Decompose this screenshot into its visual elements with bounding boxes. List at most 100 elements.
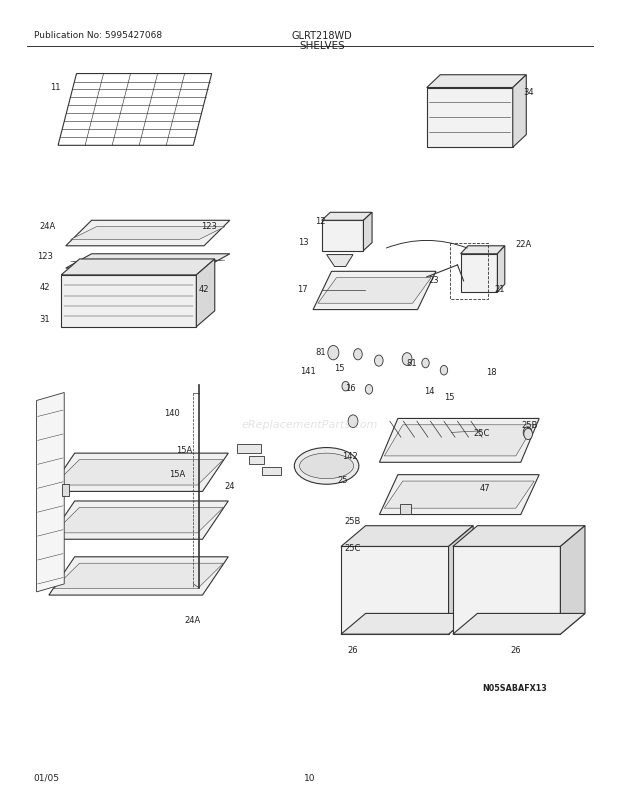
Text: eReplacementParts.com: eReplacementParts.com xyxy=(242,420,378,430)
Text: 21: 21 xyxy=(494,284,505,294)
Polygon shape xyxy=(461,246,505,254)
Polygon shape xyxy=(379,475,539,515)
Text: 25C: 25C xyxy=(345,543,361,552)
Text: 141: 141 xyxy=(299,367,316,375)
Text: 12: 12 xyxy=(315,217,326,225)
Text: 10: 10 xyxy=(304,772,316,782)
Circle shape xyxy=(365,385,373,395)
Text: 34: 34 xyxy=(523,88,533,97)
Polygon shape xyxy=(327,255,353,267)
Text: 17: 17 xyxy=(297,285,308,294)
Polygon shape xyxy=(54,508,223,533)
Polygon shape xyxy=(335,461,354,470)
Polygon shape xyxy=(61,276,197,327)
Text: 15A: 15A xyxy=(177,446,193,455)
Polygon shape xyxy=(49,557,228,595)
Polygon shape xyxy=(37,393,64,592)
Text: 123: 123 xyxy=(201,221,216,230)
Circle shape xyxy=(524,429,533,440)
Text: 24A: 24A xyxy=(39,221,55,230)
Polygon shape xyxy=(453,614,585,634)
Text: 23: 23 xyxy=(429,275,440,285)
Circle shape xyxy=(374,355,383,367)
Text: 42: 42 xyxy=(39,282,50,292)
Text: 26: 26 xyxy=(510,645,521,654)
Polygon shape xyxy=(427,88,513,148)
Ellipse shape xyxy=(299,454,353,479)
Polygon shape xyxy=(62,484,69,496)
Polygon shape xyxy=(197,260,215,327)
Text: 25C: 25C xyxy=(474,428,490,437)
Text: 26: 26 xyxy=(348,645,358,654)
Polygon shape xyxy=(341,614,473,634)
Circle shape xyxy=(422,358,429,368)
Polygon shape xyxy=(262,467,280,475)
Polygon shape xyxy=(322,213,372,221)
Polygon shape xyxy=(448,526,473,634)
Polygon shape xyxy=(427,75,526,88)
Circle shape xyxy=(440,366,448,375)
Polygon shape xyxy=(66,221,230,246)
Circle shape xyxy=(328,346,339,360)
Polygon shape xyxy=(453,547,560,634)
Text: 31: 31 xyxy=(39,314,50,323)
Polygon shape xyxy=(379,419,539,463)
Text: 42: 42 xyxy=(199,284,210,294)
Circle shape xyxy=(402,353,412,366)
Text: 13: 13 xyxy=(299,237,309,246)
Polygon shape xyxy=(54,460,223,485)
Polygon shape xyxy=(249,457,264,464)
Polygon shape xyxy=(461,254,497,293)
Text: 81: 81 xyxy=(406,358,417,367)
Polygon shape xyxy=(401,529,412,538)
Text: SHELVES: SHELVES xyxy=(299,41,345,51)
Text: 140: 140 xyxy=(164,408,180,418)
Polygon shape xyxy=(71,261,225,262)
Polygon shape xyxy=(71,228,225,240)
Text: 15A: 15A xyxy=(169,470,185,479)
Text: 81: 81 xyxy=(316,348,326,357)
Polygon shape xyxy=(66,254,230,269)
Text: GLRT218WD: GLRT218WD xyxy=(292,30,353,41)
Text: Publication No: 5995427068: Publication No: 5995427068 xyxy=(33,30,162,39)
Polygon shape xyxy=(61,260,215,276)
Text: 16: 16 xyxy=(345,384,356,393)
Polygon shape xyxy=(384,425,534,456)
Polygon shape xyxy=(341,547,448,634)
Polygon shape xyxy=(400,504,411,514)
Text: 15: 15 xyxy=(444,392,454,402)
Polygon shape xyxy=(49,501,228,540)
Text: 24: 24 xyxy=(224,482,235,491)
Polygon shape xyxy=(513,75,526,148)
Polygon shape xyxy=(497,246,505,293)
Polygon shape xyxy=(54,564,223,589)
Circle shape xyxy=(348,415,358,428)
Polygon shape xyxy=(363,213,372,251)
Text: 01/05: 01/05 xyxy=(33,772,60,782)
Text: 142: 142 xyxy=(342,452,358,460)
Text: 18: 18 xyxy=(487,368,497,377)
Text: N05SABAFX13: N05SABAFX13 xyxy=(482,683,547,692)
Text: 11: 11 xyxy=(50,83,60,91)
Text: 25: 25 xyxy=(337,476,348,484)
Text: 123: 123 xyxy=(37,252,53,261)
Text: 25B: 25B xyxy=(345,516,361,525)
Polygon shape xyxy=(560,526,585,634)
Polygon shape xyxy=(313,272,436,310)
Polygon shape xyxy=(318,278,431,304)
Polygon shape xyxy=(341,526,473,547)
Polygon shape xyxy=(384,481,534,508)
Text: 14: 14 xyxy=(425,386,435,395)
Polygon shape xyxy=(322,221,363,251)
Polygon shape xyxy=(453,526,585,547)
Polygon shape xyxy=(237,444,261,454)
Text: 22A: 22A xyxy=(516,240,532,249)
Text: 15: 15 xyxy=(334,364,344,373)
Polygon shape xyxy=(49,454,228,492)
Text: 25B: 25B xyxy=(521,420,538,429)
Text: 47: 47 xyxy=(480,484,490,492)
Text: 24A: 24A xyxy=(184,615,200,625)
Circle shape xyxy=(342,382,349,391)
Ellipse shape xyxy=(294,448,359,484)
Circle shape xyxy=(523,427,532,439)
